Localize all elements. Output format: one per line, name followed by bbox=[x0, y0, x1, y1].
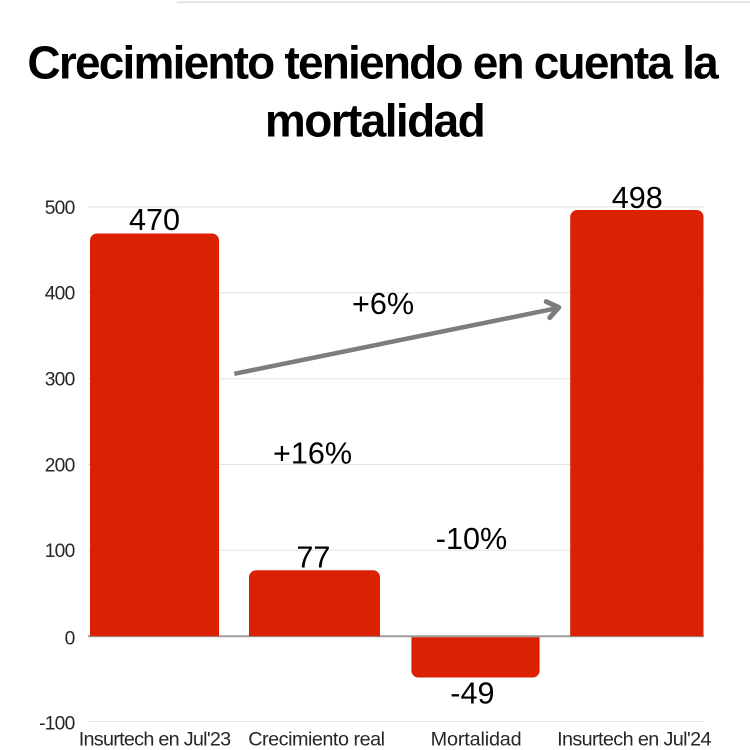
svg-text:470: 470 bbox=[129, 203, 180, 237]
svg-text:300: 300 bbox=[45, 370, 75, 391]
svg-text:Insurtech en Jul'24: Insurtech en Jul'24 bbox=[557, 728, 711, 750]
svg-text:+16%: +16% bbox=[273, 437, 352, 471]
svg-text:Insurtech en Jul'23: Insurtech en Jul'23 bbox=[79, 728, 231, 750]
svg-text:498: 498 bbox=[612, 181, 663, 215]
svg-text:-10%: -10% bbox=[436, 522, 507, 556]
svg-text:77: 77 bbox=[296, 540, 330, 574]
svg-text:Crecimiento real: Crecimiento real bbox=[248, 728, 384, 750]
svg-text:mortalidad: mortalidad bbox=[265, 95, 484, 147]
svg-text:+6%: +6% bbox=[352, 287, 414, 321]
svg-text:Mortalidad: Mortalidad bbox=[431, 728, 522, 750]
svg-text:Crecimiento teniendo en cuenta: Crecimiento teniendo en cuenta la bbox=[27, 37, 719, 89]
svg-text:200: 200 bbox=[45, 455, 75, 476]
svg-text:500: 500 bbox=[45, 198, 75, 219]
svg-text:400: 400 bbox=[45, 284, 75, 305]
svg-text:0: 0 bbox=[65, 628, 75, 649]
svg-text:-100: -100 bbox=[39, 713, 74, 734]
svg-text:100: 100 bbox=[45, 541, 75, 562]
svg-text:-49: -49 bbox=[450, 677, 494, 711]
